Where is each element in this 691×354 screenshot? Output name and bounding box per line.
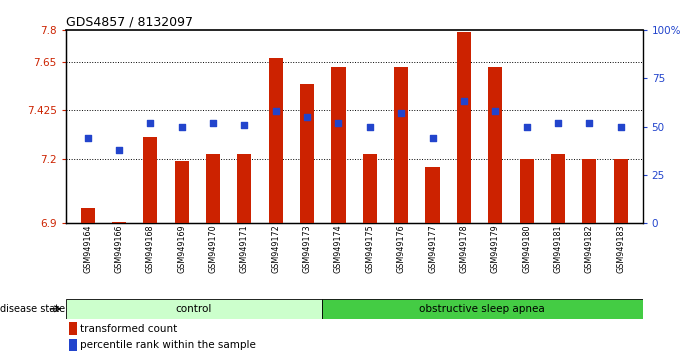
Text: GSM949172: GSM949172	[272, 224, 281, 273]
Bar	[112, 222, 126, 223]
Text: GSM949183: GSM949183	[616, 224, 625, 273]
Point	[176, 124, 187, 130]
Bar	[520, 159, 533, 223]
Point	[521, 124, 532, 130]
Bar	[269, 58, 283, 223]
Point	[113, 147, 124, 153]
Point	[270, 108, 281, 114]
Bar	[175, 161, 189, 223]
Bar	[206, 154, 220, 223]
Point	[584, 120, 595, 126]
Bar	[457, 32, 471, 223]
Bar	[322, 299, 643, 319]
Point	[490, 108, 501, 114]
Text: GSM949180: GSM949180	[522, 224, 531, 273]
Text: GSM949169: GSM949169	[177, 224, 186, 273]
Bar	[66, 299, 322, 319]
Bar	[583, 159, 596, 223]
Point	[364, 124, 375, 130]
Point	[333, 120, 344, 126]
Text: percentile rank within the sample: percentile rank within the sample	[80, 340, 256, 350]
Bar	[237, 154, 252, 223]
Text: GSM949177: GSM949177	[428, 224, 437, 273]
Bar	[143, 137, 158, 223]
Text: GSM949181: GSM949181	[553, 224, 562, 273]
Point	[396, 110, 407, 116]
Text: obstructive sleep apnea: obstructive sleep apnea	[419, 304, 545, 314]
Text: GSM949179: GSM949179	[491, 224, 500, 273]
Text: GSM949171: GSM949171	[240, 224, 249, 273]
Text: GSM949164: GSM949164	[83, 224, 92, 273]
Text: GSM949174: GSM949174	[334, 224, 343, 273]
Text: control: control	[176, 304, 212, 314]
Point	[552, 120, 563, 126]
Point	[207, 120, 218, 126]
Bar	[394, 67, 408, 223]
Text: GSM949176: GSM949176	[397, 224, 406, 273]
Text: GSM949166: GSM949166	[115, 224, 124, 273]
Text: GSM949178: GSM949178	[460, 224, 468, 273]
Point	[301, 114, 312, 120]
Bar	[69, 322, 77, 335]
Bar	[489, 67, 502, 223]
Text: GSM949173: GSM949173	[303, 224, 312, 273]
Text: GSM949182: GSM949182	[585, 224, 594, 273]
Bar	[551, 154, 565, 223]
Bar	[363, 154, 377, 223]
Bar	[332, 67, 346, 223]
Bar	[614, 159, 627, 223]
Point	[82, 135, 93, 141]
Point	[615, 124, 626, 130]
Bar	[426, 167, 439, 223]
Text: GSM949175: GSM949175	[366, 224, 375, 273]
Text: GSM949168: GSM949168	[146, 224, 155, 273]
Text: disease state: disease state	[0, 304, 65, 314]
Text: GSM949170: GSM949170	[209, 224, 218, 273]
Bar	[300, 84, 314, 223]
Bar	[81, 208, 95, 223]
Text: GDS4857 / 8132097: GDS4857 / 8132097	[66, 16, 193, 29]
Point	[427, 135, 438, 141]
Bar	[69, 339, 77, 351]
Point	[239, 122, 250, 127]
Point	[145, 120, 156, 126]
Point	[458, 99, 469, 104]
Text: transformed count: transformed count	[80, 324, 177, 333]
